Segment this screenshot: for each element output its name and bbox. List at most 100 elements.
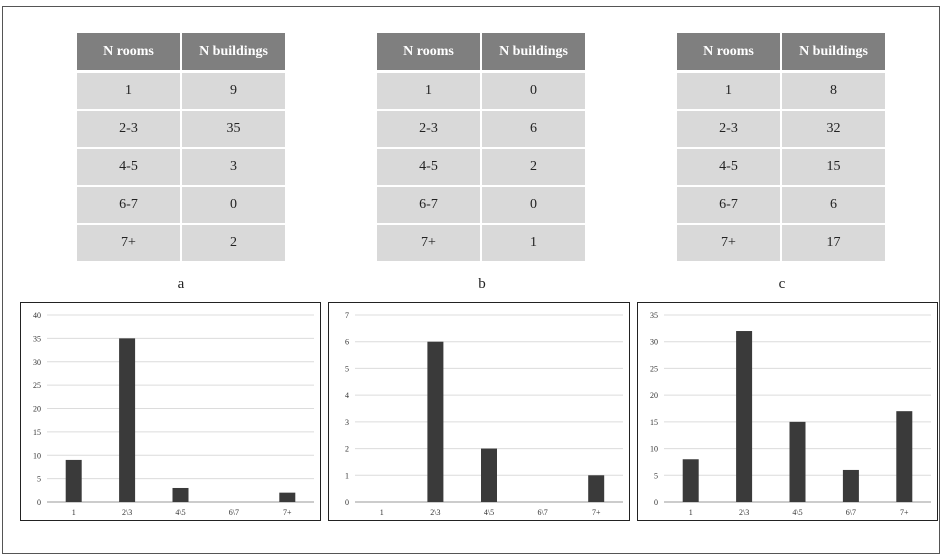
cell-rooms: 7+ — [77, 223, 182, 261]
table-row: 4-5 2 — [377, 147, 585, 186]
table-row: 1 8 — [677, 70, 885, 110]
cell-rooms: 2-3 — [377, 109, 482, 148]
cell-rooms: 4-5 — [677, 147, 782, 186]
x-tick-label: 2\3 — [739, 508, 749, 517]
cell-buildings: 15 — [781, 147, 885, 186]
x-tick-label: 6\7 — [846, 508, 856, 517]
bar-chart-b: 0 1 2 3 4 5 6 7 1 2\3 4\5 6\7 7+ — [328, 302, 630, 521]
table-row: 4-5 15 — [677, 147, 885, 186]
x-tick-label: 7+ — [900, 508, 909, 517]
header-n-buildings: N buildings — [481, 33, 585, 72]
table-row: 1 9 — [77, 70, 285, 110]
table-header-row: N rooms N buildings — [77, 33, 285, 72]
y-tick-label: 35 — [650, 311, 658, 320]
y-tick-label: 0 — [654, 498, 658, 507]
cell-rooms: 1 — [677, 70, 782, 110]
y-tick-label: 1 — [345, 471, 349, 480]
bar-b-4 — [588, 475, 605, 502]
cell-buildings: 32 — [781, 109, 885, 148]
cell-rooms: 4-5 — [377, 147, 482, 186]
y-tick-label: 35 — [33, 334, 41, 343]
bar-chart-a: 0 5 10 15 20 25 30 35 40 1 2\3 4\5 6\7 7+ — [20, 302, 321, 521]
header-n-rooms: N rooms — [677, 33, 782, 72]
cell-rooms: 7+ — [677, 223, 782, 261]
table-row: 2-3 6 — [377, 109, 585, 148]
cell-buildings: 0 — [481, 185, 585, 224]
table-row: 6-7 6 — [677, 185, 885, 224]
cell-buildings: 6 — [781, 185, 885, 224]
x-tick-label: 6\7 — [229, 508, 239, 517]
rooms-table-c: N rooms N buildings 1 8 2-3 32 4-5 15 6-… — [677, 33, 885, 261]
rooms-table-a: N rooms N buildings 1 9 2-3 35 4-5 3 6-7… — [77, 33, 285, 261]
x-tick-label: 6\7 — [537, 508, 547, 517]
bar-chart-c: 0 5 10 15 20 25 30 35 1 2\3 4\5 6\7 7+ — [637, 302, 938, 521]
bar-a-4 — [279, 492, 296, 502]
cell-buildings: 0 — [481, 70, 585, 110]
table-row: 7+ 2 — [77, 223, 285, 261]
table-row: 7+ 1 — [377, 223, 585, 261]
bar-c-2 — [789, 421, 806, 502]
cell-rooms: 7+ — [377, 223, 482, 261]
x-tick-label: 1 — [72, 508, 76, 517]
y-tick-label: 15 — [33, 428, 41, 437]
cell-buildings: 0 — [181, 185, 285, 224]
cell-rooms: 2-3 — [677, 109, 782, 148]
bar-a-0 — [65, 459, 82, 502]
y-tick-label: 30 — [650, 338, 658, 347]
header-n-rooms: N rooms — [77, 33, 182, 72]
rooms-table-b: N rooms N buildings 1 0 2-3 6 4-5 2 6-7 … — [377, 33, 585, 261]
bar-a-1 — [119, 338, 136, 502]
y-tick-label: 6 — [345, 338, 349, 347]
header-n-buildings: N buildings — [181, 33, 285, 72]
cell-buildings: 2 — [481, 147, 585, 186]
cell-rooms: 2-3 — [77, 109, 182, 148]
x-tick-label: 2\3 — [122, 508, 132, 517]
bar-a-2 — [172, 487, 189, 502]
table-row: 7+ 17 — [677, 223, 885, 261]
bar-b-2 — [481, 448, 497, 502]
header-n-buildings: N buildings — [781, 33, 885, 72]
x-tick-label: 4\5 — [484, 508, 494, 517]
y-tick-label: 30 — [33, 358, 41, 367]
cell-buildings: 9 — [181, 70, 285, 110]
bar-chart-b-svg: 0 1 2 3 4 5 6 7 1 2\3 4\5 6\7 7+ — [345, 311, 623, 517]
table-header-row: N rooms N buildings — [677, 33, 885, 72]
cell-rooms: 6-7 — [677, 185, 782, 224]
x-tick-label: 7+ — [283, 508, 292, 517]
table-header-row: N rooms N buildings — [377, 33, 585, 72]
x-tick-label: 4\5 — [792, 508, 802, 517]
x-tick-label: 2\3 — [430, 508, 440, 517]
table-row: 6-7 0 — [377, 185, 585, 224]
x-tick-label: 1 — [380, 508, 384, 517]
cell-rooms: 6-7 — [377, 185, 482, 224]
x-tick-label: 1 — [689, 508, 693, 517]
table-row: 6-7 0 — [77, 185, 285, 224]
y-tick-label: 5 — [654, 471, 658, 480]
y-tick-label: 5 — [37, 475, 41, 484]
header-n-rooms: N rooms — [377, 33, 482, 72]
bar-c-1 — [736, 331, 753, 502]
cell-buildings: 8 — [781, 70, 885, 110]
y-tick-label: 4 — [345, 391, 349, 400]
table-row: 4-5 3 — [77, 147, 285, 186]
y-tick-label: 10 — [650, 445, 658, 454]
cell-rooms: 4-5 — [77, 147, 182, 186]
y-tick-label: 25 — [33, 381, 41, 390]
cell-buildings: 3 — [181, 147, 285, 186]
y-tick-label: 2 — [345, 445, 349, 454]
y-tick-label: 40 — [33, 311, 41, 320]
y-tick-label: 20 — [650, 391, 658, 400]
bar-c-4 — [896, 411, 913, 502]
cell-rooms: 1 — [77, 70, 182, 110]
cell-rooms: 6-7 — [77, 185, 182, 224]
y-tick-label: 7 — [345, 311, 349, 320]
table-label-a: a — [177, 276, 185, 292]
table-row: 2-3 35 — [77, 109, 285, 148]
cell-buildings: 1 — [481, 223, 585, 261]
y-tick-label: 3 — [345, 418, 349, 427]
table-label-c: c — [778, 276, 786, 292]
cell-buildings: 2 — [181, 223, 285, 261]
y-tick-label: 0 — [345, 498, 349, 507]
y-tick-label: 15 — [650, 418, 658, 427]
cell-buildings: 35 — [181, 109, 285, 148]
